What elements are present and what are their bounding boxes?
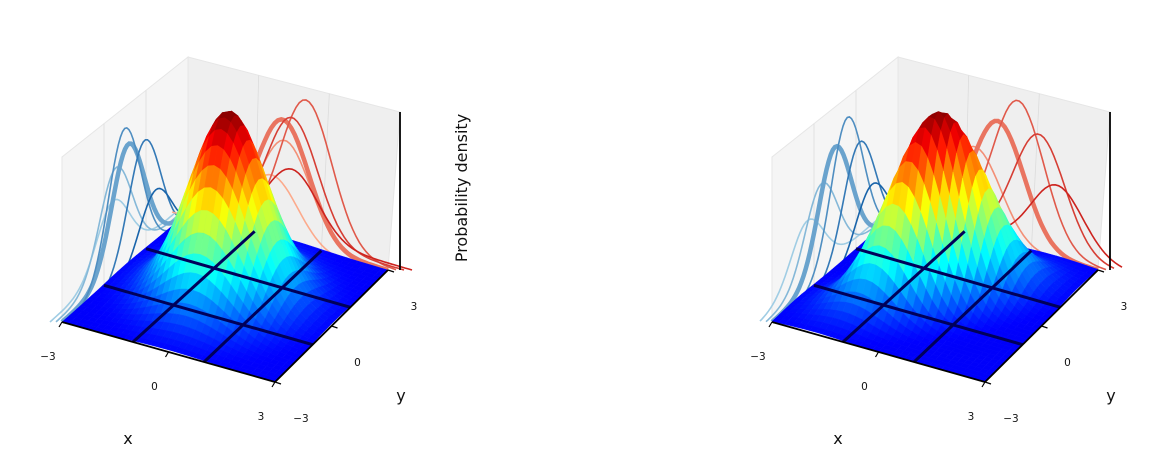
- x-tick-mark: [271, 381, 276, 388]
- x-tick-label: −3: [40, 351, 55, 363]
- y-slice-line: [103, 283, 314, 347]
- y-slice-line: [145, 247, 351, 309]
- slice-lines: [103, 230, 351, 364]
- x-slice-line: [912, 249, 1033, 364]
- x-tick-mark: [58, 321, 63, 328]
- y-tick-mark: [274, 381, 282, 385]
- y-tick-label: 3: [411, 301, 418, 313]
- x-slice-line: [131, 230, 256, 344]
- x-tick-mark: [981, 381, 986, 388]
- slice-lines: [813, 230, 1061, 364]
- gridline: [320, 93, 330, 251]
- axis-labels: xy: [833, 386, 1115, 448]
- x-tick-label: −3: [750, 351, 765, 363]
- x-tick-mark: [768, 321, 773, 328]
- x-tick-label: 0: [151, 381, 158, 393]
- x-marginal-curve: [759, 211, 887, 322]
- y-tick-label: 0: [354, 357, 361, 369]
- y-tick-mark: [1097, 269, 1105, 273]
- y-axis-label: y: [396, 386, 405, 405]
- x-marginal-curve: [60, 141, 190, 324]
- x-tick-label: 3: [258, 411, 265, 423]
- x-slice-line: [841, 230, 966, 344]
- x-axis-label: x: [833, 429, 842, 448]
- x-tick-label: 3: [968, 411, 975, 423]
- x-tick-mark: [164, 351, 170, 358]
- y-tick-mark: [1041, 325, 1048, 329]
- gridline: [1030, 93, 1040, 251]
- y-slice-line: [855, 247, 1061, 309]
- y-tick-mark: [387, 269, 395, 273]
- y-tick-label: −3: [293, 413, 308, 425]
- y-tick-mark: [984, 381, 992, 385]
- x-tick-mark: [874, 351, 880, 358]
- density-surface: [771, 111, 1099, 383]
- x-axis-label: x: [123, 429, 132, 448]
- y-tick-mark: [331, 325, 338, 329]
- panel-1: −3 0 3 −3 0 3 x y Probability density: [40, 55, 471, 448]
- x-slice-line: [202, 249, 323, 364]
- x-marginal-curve: [765, 181, 893, 323]
- y-tick-label: −3: [1003, 413, 1018, 425]
- y-tick-label: 0: [1064, 357, 1071, 369]
- y-tick-label: 3: [1121, 301, 1128, 313]
- axis-labels: x y Probability density: [123, 114, 471, 448]
- y-axis-label: y: [1106, 386, 1115, 405]
- ticks: −3 0 3 −3 0 3: [750, 269, 1128, 425]
- ticks: −3 0 3 −3 0 3: [40, 269, 418, 425]
- y-slice-line: [813, 283, 1024, 347]
- x-tick-label: 0: [861, 381, 868, 393]
- z-axis-label: Probability density: [452, 114, 471, 262]
